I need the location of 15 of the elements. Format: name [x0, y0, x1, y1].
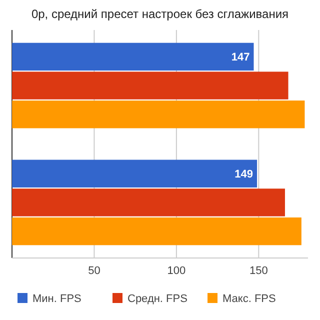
bar: [12, 188, 285, 216]
legend-label: Средн. FPS: [128, 292, 188, 305]
data-label: 149: [234, 168, 254, 180]
bar: [12, 42, 254, 71]
bar: [12, 217, 302, 246]
x-tick-label: 100: [167, 265, 186, 277]
bar: [12, 72, 288, 100]
data-label: 147: [231, 52, 250, 64]
bar: [12, 100, 305, 128]
legend-label: Макс. FPS: [222, 292, 276, 305]
x-tick-label: 150: [249, 265, 268, 277]
bar: [12, 160, 258, 188]
legend-label: Мин. FPS: [32, 292, 82, 305]
chart-title: 0р, средний пресет настроек без сглаживания: [31, 7, 289, 21]
x-tick-label: 50: [88, 265, 100, 277]
